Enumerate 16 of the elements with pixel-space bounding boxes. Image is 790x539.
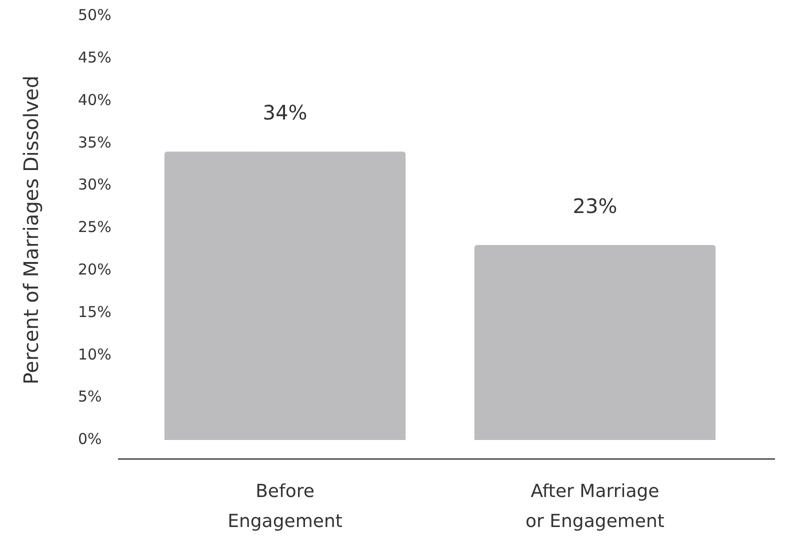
y-tick-label: 15% (78, 302, 112, 321)
x-tick-label: After Marriage or Engagement (526, 481, 664, 532)
data-label: 23% (572, 194, 618, 218)
y-tick-label: 25% (78, 218, 112, 236)
y-tick-label: 50% (78, 6, 112, 24)
y-tick-label: 35% (78, 133, 112, 152)
y-tick-label: 5% (78, 388, 102, 406)
y-tick-label: 45% (78, 48, 112, 67)
y-tick-label: 20% (78, 260, 112, 279)
data-label: 34% (262, 100, 308, 125)
y-axis-title: Percent of Marriages Dissolved (19, 76, 43, 384)
y-tick-label: 30% (78, 176, 112, 194)
y-tick-label: 0% (78, 430, 102, 448)
y-tick-label: 10% (78, 345, 112, 364)
x-tick-label: Before Engagement (228, 481, 342, 532)
y-tick-label: 40% (78, 90, 112, 109)
